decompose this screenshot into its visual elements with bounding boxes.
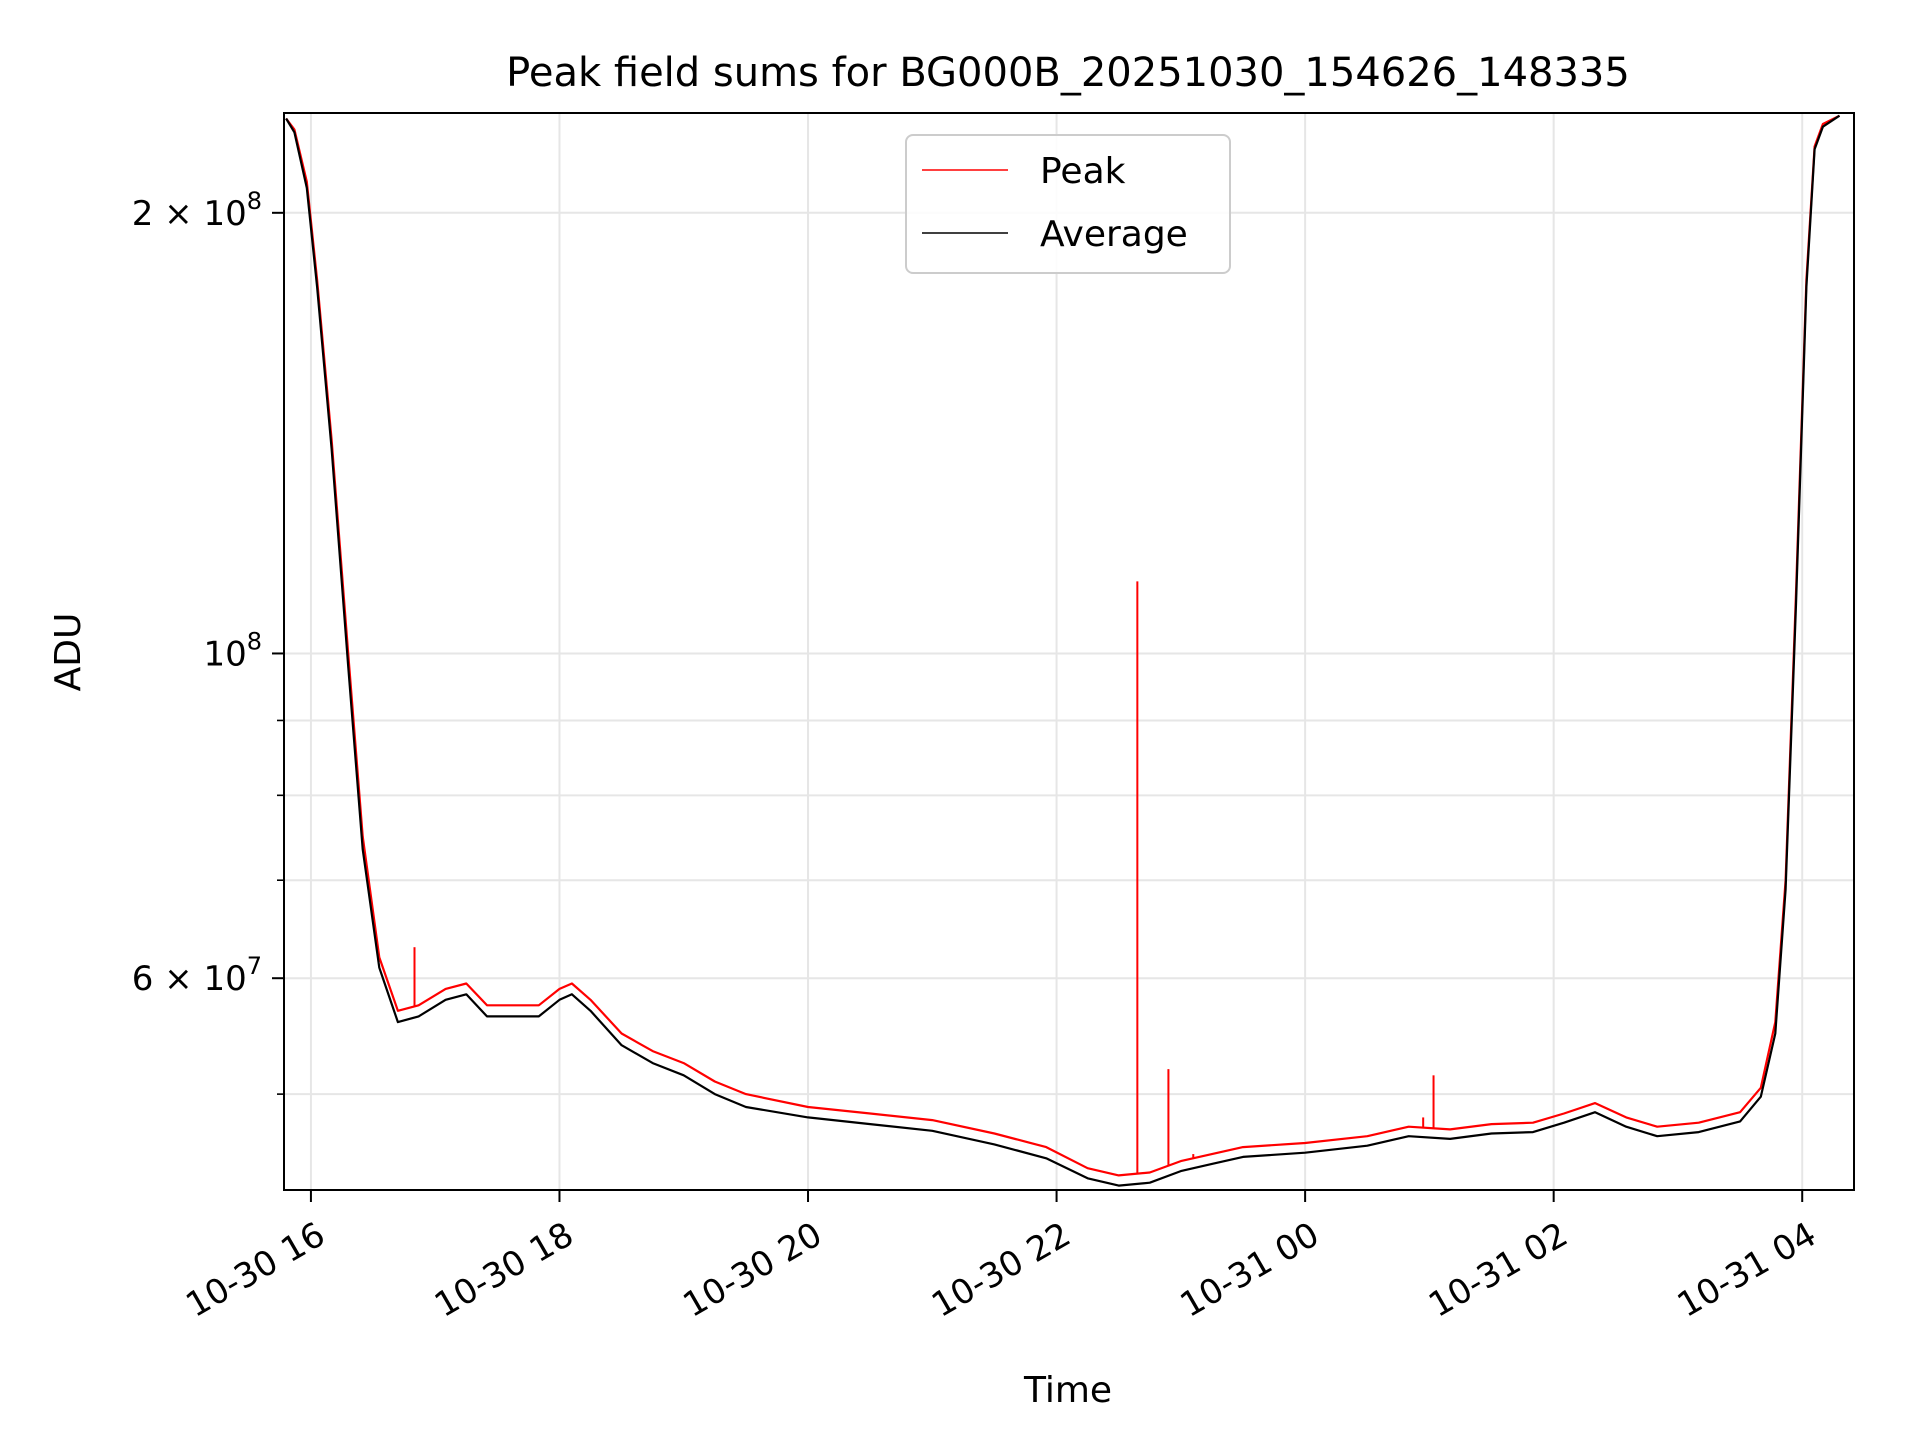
x-tick-label: 10-30 20 [677, 1215, 829, 1326]
y-tick-exponent: 8 [247, 187, 262, 215]
series-layer [285, 114, 1841, 1187]
y-tick-label: 108 [203, 627, 262, 674]
x-axis: 10-30 16 10-30 18 10-30 20 10-30 22 10-31 00… [179, 1190, 1823, 1326]
grid [284, 113, 1854, 1190]
y-tick-exponent: 8 [247, 627, 262, 655]
y-tick-base: 6 × 10 [132, 959, 247, 999]
y-tick-label: 2 × 108 [132, 187, 262, 234]
plot-frame [283, 112, 1855, 1191]
legend-label-average: Average [1040, 214, 1188, 255]
x-tick-label: 10-30 16 [179, 1215, 331, 1326]
x-tick-label: 10-31 04 [1671, 1215, 1823, 1326]
y-tick-base: 10 [203, 634, 246, 674]
legend: Peak Average [905, 134, 1231, 274]
x-tick-label: 10-31 00 [1174, 1215, 1326, 1326]
chart-title: Peak field sums for BG000B_20251030_1546… [506, 50, 1630, 96]
series-line-average [285, 114, 1841, 1187]
y-tick-base: 2 × 10 [132, 194, 247, 234]
y-tick-exponent: 7 [247, 952, 262, 980]
y-tick-label: 6 × 107 [132, 952, 262, 999]
x-tick-label: 10-30 22 [925, 1215, 1077, 1326]
x-tick-label: 10-31 02 [1422, 1215, 1574, 1326]
x-tick-label: 10-30 18 [428, 1215, 580, 1326]
x-axis-label: Time [1023, 1370, 1112, 1411]
legend-label-peak: Peak [1040, 151, 1126, 192]
y-axis-label: ADU [48, 613, 89, 692]
